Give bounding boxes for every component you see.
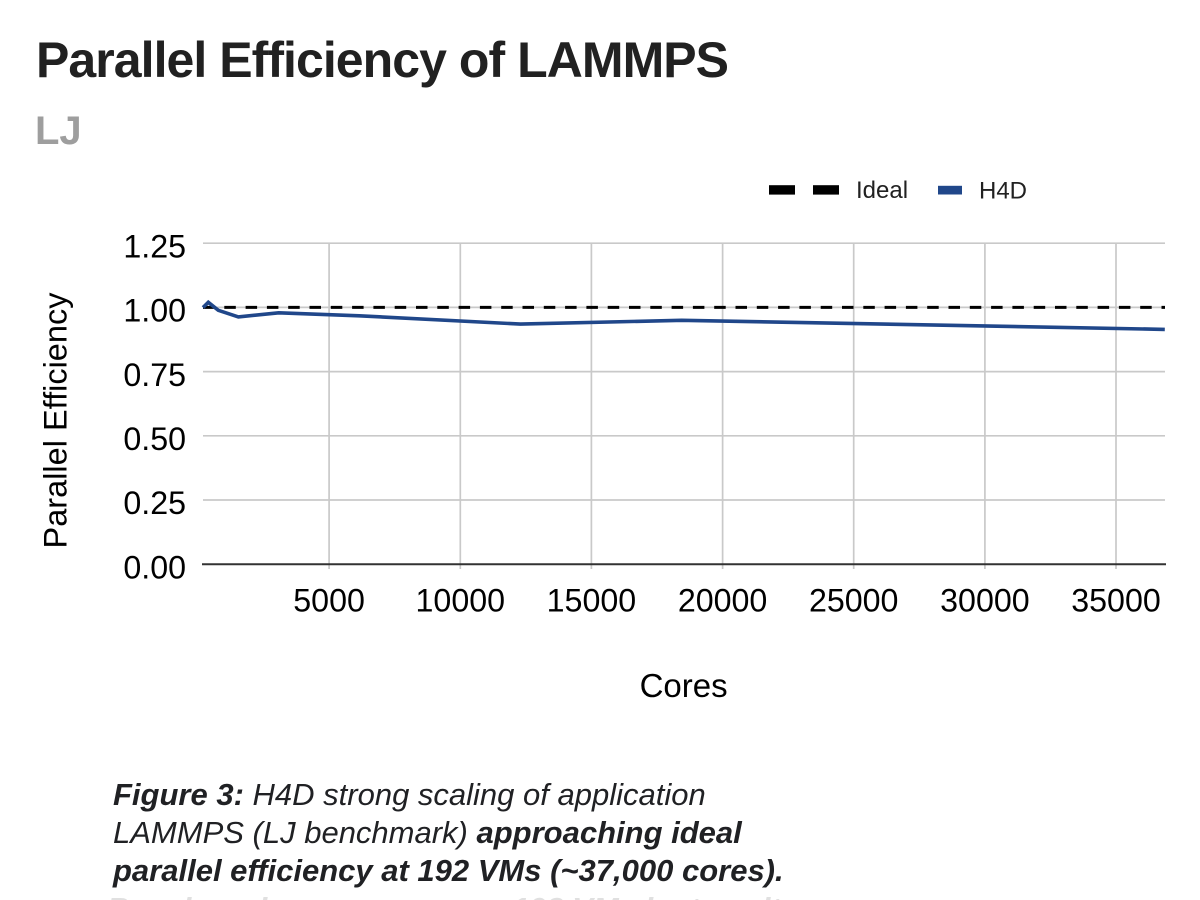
svg-text:35000: 35000: [1071, 583, 1161, 619]
svg-text:Cores: Cores: [640, 667, 728, 704]
svg-text:20000: 20000: [678, 583, 768, 619]
svg-text:15000: 15000: [547, 583, 637, 619]
svg-text:1.00: 1.00: [123, 293, 186, 329]
svg-text:0.50: 0.50: [123, 421, 186, 457]
svg-text:0.00: 0.00: [123, 549, 186, 585]
svg-text:25000: 25000: [809, 583, 899, 619]
svg-text:1.25: 1.25: [123, 228, 186, 264]
svg-text:Parallel Efficiency: Parallel Efficiency: [38, 292, 74, 549]
svg-text:H4D: H4D: [979, 178, 1027, 205]
svg-text:30000: 30000: [940, 583, 1030, 619]
svg-text:10000: 10000: [416, 583, 506, 619]
svg-text:0.75: 0.75: [123, 357, 186, 393]
svg-text:5000: 5000: [293, 583, 365, 619]
svg-text:0.25: 0.25: [123, 485, 186, 521]
svg-text:Ideal: Ideal: [856, 177, 908, 204]
